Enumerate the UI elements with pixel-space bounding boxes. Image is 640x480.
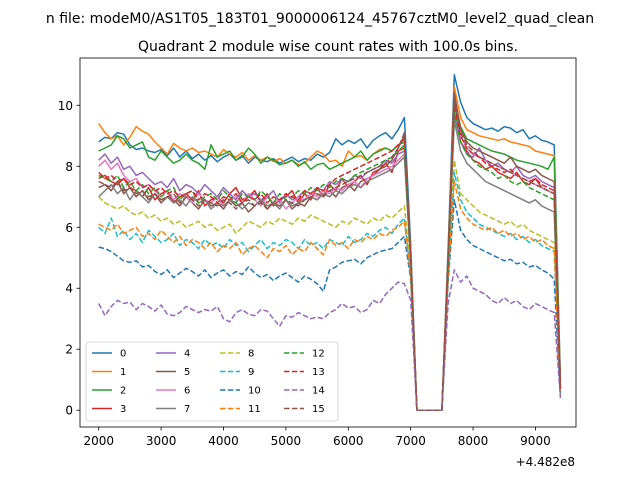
series-line-15 bbox=[98, 101, 562, 411]
legend-label-14: 14 bbox=[312, 386, 325, 397]
legend-label-5: 5 bbox=[184, 367, 190, 378]
legend-box bbox=[85, 341, 339, 422]
y-axis-ticks: 0 2 4 6 8 10 bbox=[58, 99, 80, 418]
plot-title: Quadrant 2 module wise count rates with … bbox=[138, 39, 518, 55]
legend-label-4: 4 bbox=[184, 349, 190, 360]
legend-label-8: 8 bbox=[248, 349, 254, 360]
series-line-12 bbox=[98, 110, 562, 411]
y-tick-label: 4 bbox=[65, 282, 73, 296]
y-tick-label: 0 bbox=[65, 404, 73, 418]
x-tick-label: 7000 bbox=[395, 434, 426, 448]
series-line-11 bbox=[98, 180, 562, 411]
y-tick-label: 6 bbox=[65, 221, 73, 235]
x-tick-label: 6000 bbox=[333, 434, 364, 448]
legend-label-7: 7 bbox=[184, 404, 190, 415]
series-line-2 bbox=[98, 98, 562, 411]
series-line-14 bbox=[98, 269, 562, 411]
x-tick-label: 9000 bbox=[520, 434, 551, 448]
legend-label-3: 3 bbox=[120, 404, 126, 415]
legend-label-9: 9 bbox=[248, 367, 254, 378]
x-tick-label: 5000 bbox=[271, 434, 302, 448]
series-line-1 bbox=[98, 86, 562, 411]
figure-suptitle: n file: modeM0/AS1T05_183T01_9000006124_… bbox=[46, 11, 594, 27]
y-tick-label: 8 bbox=[65, 160, 73, 174]
series-line-8 bbox=[98, 159, 562, 411]
y-tick-label: 2 bbox=[65, 343, 73, 357]
series-line-13 bbox=[98, 104, 562, 411]
x-tick-label: 3000 bbox=[146, 434, 177, 448]
legend-label-15: 15 bbox=[312, 404, 325, 415]
legend-label-10: 10 bbox=[248, 386, 261, 397]
legend-label-2: 2 bbox=[120, 386, 126, 397]
x-tick-label: 2000 bbox=[83, 434, 114, 448]
series-line-0 bbox=[98, 74, 562, 411]
series-line-10 bbox=[98, 199, 562, 411]
axes-frame bbox=[79, 57, 577, 428]
x-tick-label: 8000 bbox=[458, 434, 489, 448]
x-tick-label: 4000 bbox=[208, 434, 239, 448]
series-line-4 bbox=[98, 113, 562, 411]
legend-label-13: 13 bbox=[312, 367, 325, 378]
legend-label-11: 11 bbox=[248, 404, 261, 415]
legend-label-1: 1 bbox=[120, 367, 126, 378]
plot-area: 2000 3000 4000 5000 6000 7000 8000 9000 0246810… bbox=[58, 57, 577, 448]
legend-label-12: 12 bbox=[312, 349, 325, 360]
series-layer bbox=[98, 74, 562, 411]
legend-label-0: 0 bbox=[120, 349, 126, 360]
series-line-7 bbox=[98, 119, 562, 411]
x-axis-offset-label: +4.482e8 bbox=[516, 455, 575, 469]
legend-label-6: 6 bbox=[184, 386, 190, 397]
x-axis-ticks: 2000 3000 4000 5000 6000 7000 8000 9000 bbox=[83, 427, 551, 448]
y-tick-label: 10 bbox=[58, 99, 73, 113]
